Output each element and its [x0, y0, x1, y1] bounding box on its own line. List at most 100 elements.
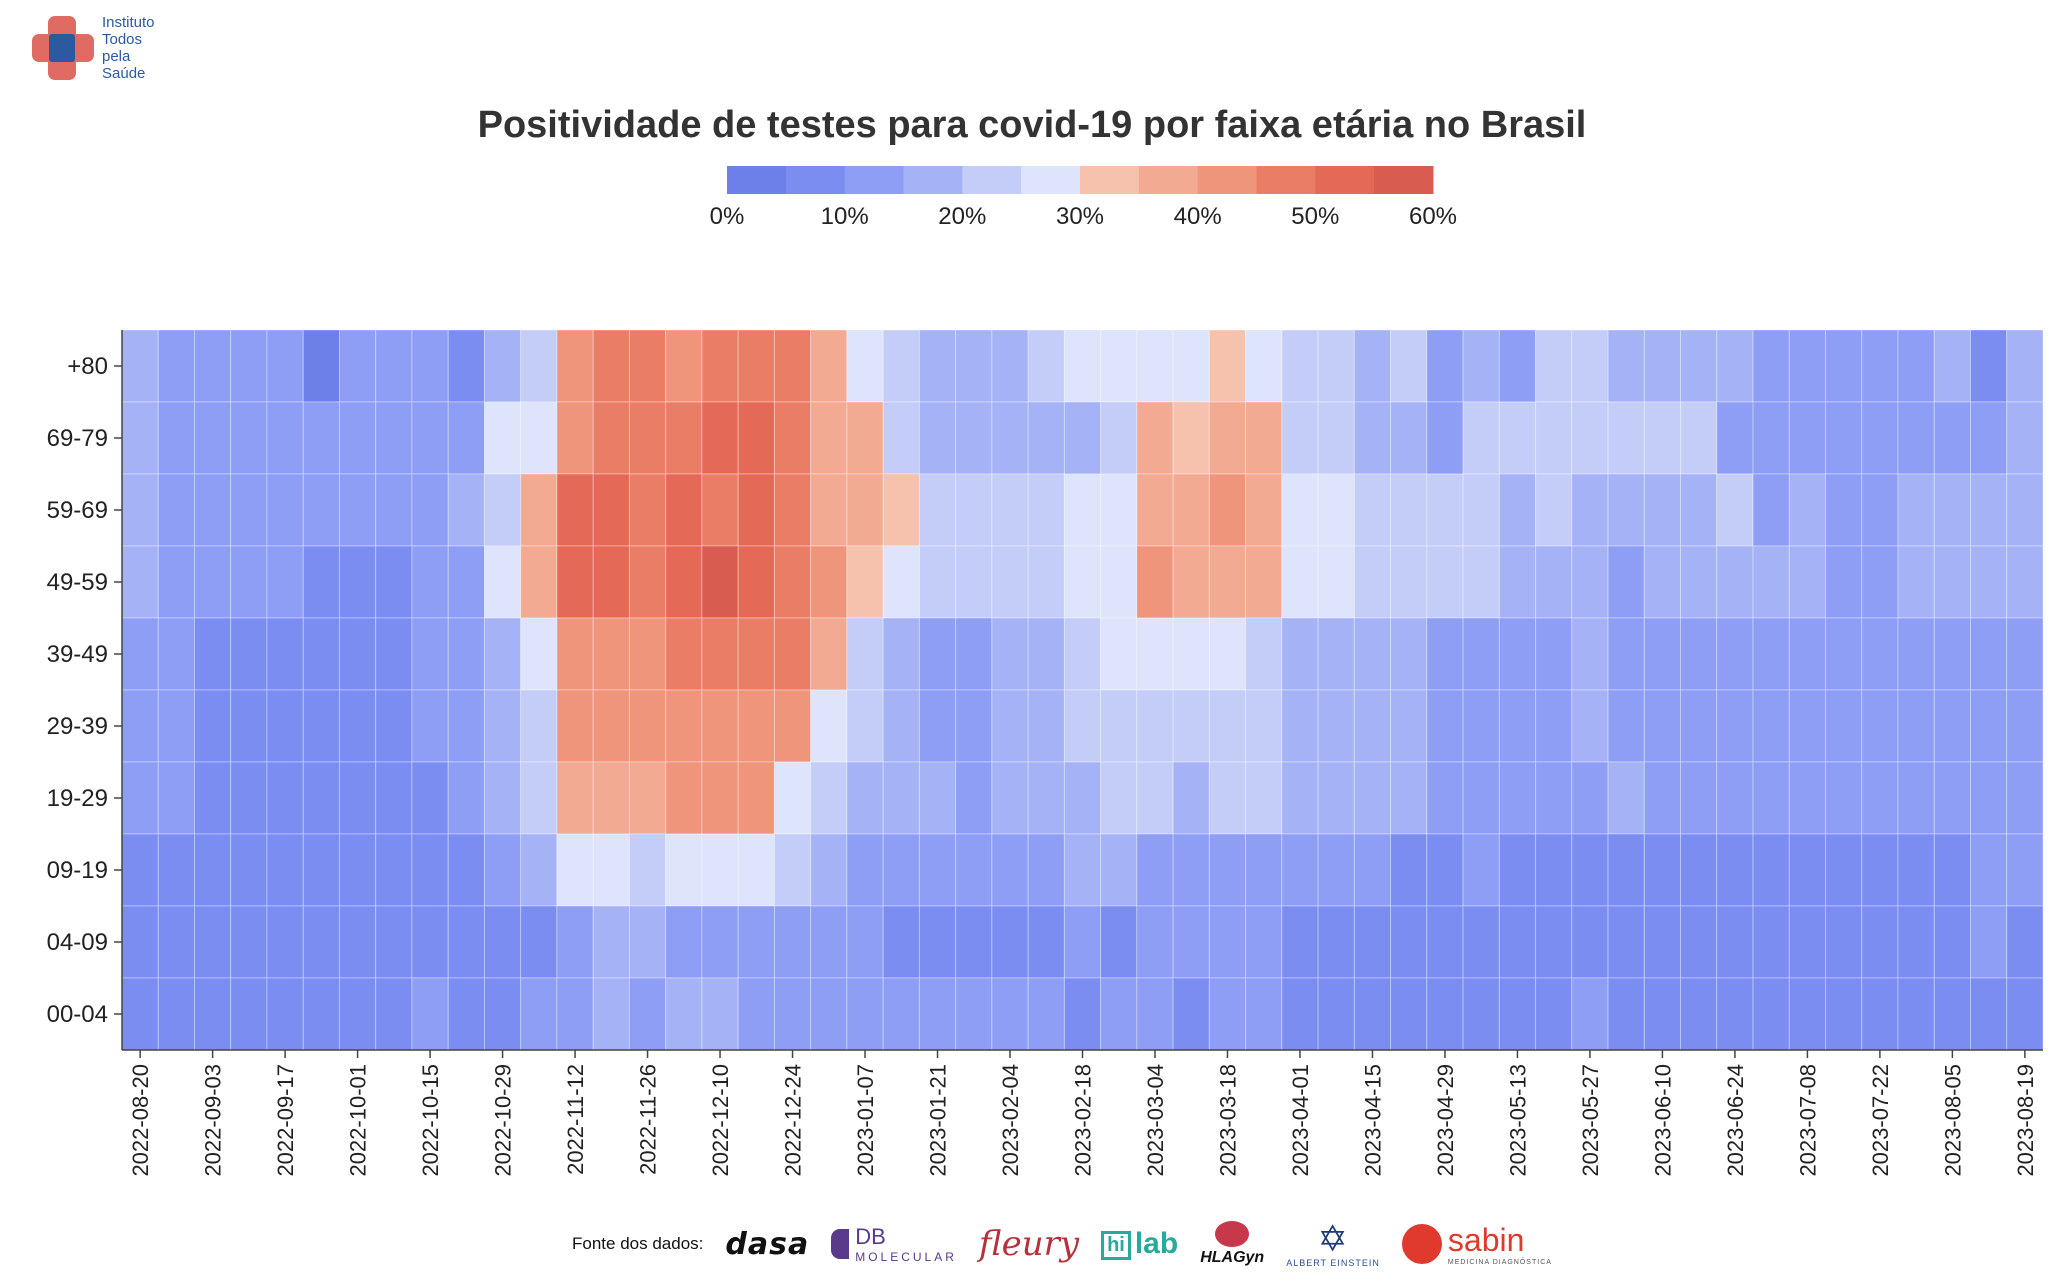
heatmap-cell [1462, 833, 1500, 907]
heatmap-cell [1390, 905, 1428, 979]
heatmap-cell [302, 905, 340, 979]
heatmap-cell [375, 329, 413, 403]
heatmap-cell [556, 833, 594, 907]
heatmap-cell [1716, 545, 1754, 619]
heatmap-cell [1535, 905, 1573, 979]
heatmap-cell [1172, 689, 1210, 763]
heatmap-cell [810, 401, 848, 475]
heatmap-cell [2006, 905, 2044, 979]
heatmap-cell [1100, 545, 1138, 619]
heatmap-cell [737, 329, 775, 403]
heatmap-cell [918, 905, 957, 979]
x-tick-label: 2023-03-18 [1215, 1064, 1240, 1177]
heatmap-cell [1571, 689, 1609, 763]
heatmap-cell [1281, 473, 1319, 547]
heatmap-cell [592, 977, 630, 1051]
heatmap-cell [1100, 977, 1138, 1051]
heatmap-cell [955, 329, 993, 403]
heatmap-cell [701, 905, 739, 979]
org-cross-icon-center [49, 34, 75, 62]
x-axis: 2022-08-20 2022-09-03 2022-09-17 2022-10-01… [122, 1049, 2043, 1177]
x-tick-label: 2022-11-26 [636, 1064, 661, 1175]
heatmap-cell [955, 761, 993, 835]
heatmap-cell [1281, 545, 1319, 619]
colorbar-bin [1138, 166, 1199, 194]
x-tick-label: 2023-01-07 [853, 1064, 878, 1177]
heatmap-cell [918, 833, 957, 907]
heatmap-cell [1498, 977, 1537, 1051]
y-axis: +80 69-79 59-69 49-59 39-49 29-39 19-29 09-19 04… [47, 330, 123, 1050]
heatmap-cell [1571, 833, 1609, 907]
heatmap-cell [1390, 401, 1428, 475]
heatmap-cell [810, 833, 848, 907]
heatmap-cell [1172, 833, 1210, 907]
heatmap-cell [1861, 545, 1899, 619]
heatmap-cell [375, 761, 413, 835]
heatmap-cell [592, 545, 630, 619]
heatmap-cell [846, 329, 884, 403]
heatmap-cell [1462, 905, 1500, 979]
heatmap-cell [483, 545, 522, 619]
heatmap-cell [483, 761, 522, 835]
heatmap-cell [1752, 689, 1790, 763]
heatmap-cell [1897, 689, 1935, 763]
heatmap-cell [483, 473, 522, 547]
db-mark-icon [831, 1229, 850, 1259]
heatmap-cell [266, 905, 304, 979]
heatmap-cell [1208, 473, 1247, 547]
heatmap-cell [1970, 473, 2008, 547]
heatmap-cell [121, 545, 159, 619]
heatmap-cell [1752, 473, 1790, 547]
heatmap-cell [1825, 617, 1863, 691]
heatmap-cell [338, 473, 377, 547]
y-tick-label: 39-49 [47, 641, 108, 668]
y-tick-label: 69-79 [47, 425, 108, 452]
heatmap-cell [701, 401, 739, 475]
heatmap-cell [665, 689, 703, 763]
heatmap-cell [882, 473, 920, 547]
heatmap-cell [737, 761, 775, 835]
heatmap-cell [1752, 977, 1790, 1051]
heatmap-cell [121, 977, 159, 1051]
heatmap-cell [556, 545, 594, 619]
colorbar-tick-label: 0% [710, 203, 745, 230]
colorbar-bin [727, 166, 787, 194]
heatmap-cell [302, 977, 340, 1051]
heatmap-cell [955, 977, 993, 1051]
heatmap-cell [483, 905, 522, 979]
org-name-line: pela [102, 48, 131, 65]
heatmap-cell [411, 401, 449, 475]
x-tick-label: 2023-06-24 [1723, 1064, 1748, 1177]
colorbar-bin [1256, 166, 1316, 194]
heatmap-cell [157, 401, 195, 475]
heatmap-cell [1426, 977, 1464, 1051]
heatmap-cell [1426, 401, 1464, 475]
heatmap-cell [628, 689, 667, 763]
heatmap-cell [1716, 761, 1754, 835]
colorbar-bin [1374, 166, 1434, 194]
heatmap-cell [1752, 401, 1790, 475]
heatmap-cell [918, 761, 957, 835]
colorbar-bin [1021, 166, 1081, 194]
heatmap-cell [157, 617, 195, 691]
heatmap-cell [193, 473, 232, 547]
heatmap-cell [1317, 473, 1355, 547]
heatmap-cell [1281, 977, 1319, 1051]
heatmap-cell [1462, 401, 1500, 475]
heatmap-cell [375, 617, 413, 691]
heatmap-cell [1172, 473, 1210, 547]
sabin-drop-icon [1401, 1224, 1442, 1264]
heatmap-cell [810, 329, 848, 403]
heatmap-cell [773, 689, 812, 763]
heatmap-cell [1172, 329, 1210, 403]
heatmap-cell [665, 905, 703, 979]
heatmap-cell [520, 329, 558, 403]
heatmap-cell [1498, 473, 1537, 547]
heatmap-cell [1426, 761, 1464, 835]
heatmap-cell [1498, 761, 1537, 835]
heatmap-cell [1281, 401, 1319, 475]
heatmap-cell [1353, 473, 1392, 547]
heatmap-cell [447, 689, 485, 763]
colorbar-tick-label: 60% [1409, 203, 1457, 230]
heatmap-cell [230, 977, 268, 1051]
